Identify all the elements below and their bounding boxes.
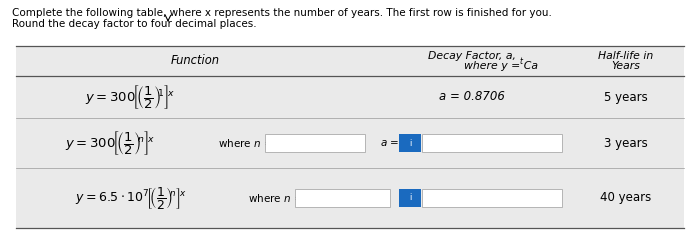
Bar [295, 189, 390, 207]
Bar [16, 46, 684, 228]
Bar [265, 134, 365, 152]
Text: 40 years: 40 years [601, 192, 652, 205]
Text: Complete the following table, where x represents the number of years. The first : Complete the following table, where x re… [12, 8, 552, 18]
Text: where $n$ =: where $n$ = [218, 137, 273, 149]
Bar [422, 189, 562, 207]
Text: where y = Ca: where y = Ca [463, 61, 538, 71]
Text: Round the decay factor to four decimal places.: Round the decay factor to four decimal p… [12, 19, 257, 29]
Bar [399, 189, 421, 207]
Text: where $n$ =: where $n$ = [248, 192, 303, 204]
Text: $y = 6.5 \cdot 10^7\!\left[\!\left(\dfrac{1}{2}\right)^{\!\!n}\right]^{\!x}$: $y = 6.5 \cdot 10^7\!\left[\!\left(\dfra… [75, 185, 187, 211]
Bar [422, 134, 562, 152]
Text: Decay Factor, a,: Decay Factor, a, [428, 51, 515, 61]
Text: $y = 300\!\left[\!\left(\dfrac{1}{2}\right)^{\!\!1}\right]^{\!x}$: $y = 300\!\left[\!\left(\dfrac{1}{2}\rig… [85, 83, 175, 111]
Text: i: i [409, 139, 411, 147]
Text: Years: Years [612, 61, 640, 71]
Text: $y = 300\!\left[\!\left(\dfrac{1}{2}\right)^{\!\!n}\right]^{\!x}$: $y = 300\!\left[\!\left(\dfrac{1}{2}\rig… [64, 129, 155, 157]
Text: Half-life in: Half-life in [598, 51, 654, 61]
Text: $a$ =: $a$ = [380, 138, 399, 148]
Text: a = 0.8706: a = 0.8706 [439, 91, 505, 103]
Bar [399, 134, 421, 152]
Text: Function: Function [171, 54, 220, 67]
Text: 5 years: 5 years [604, 91, 648, 103]
Text: i: i [409, 194, 411, 202]
Text: 3 years: 3 years [604, 136, 648, 149]
Text: t: t [519, 58, 522, 67]
